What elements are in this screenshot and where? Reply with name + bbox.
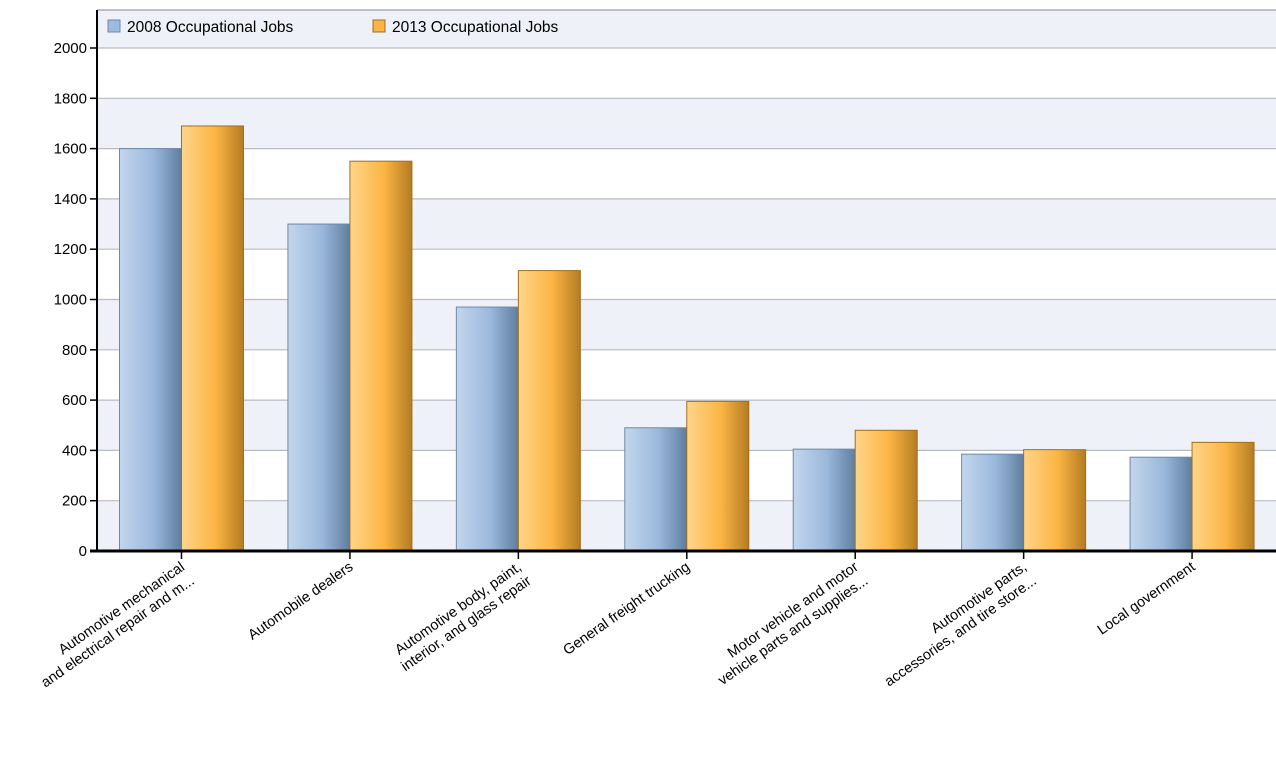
- bars: [119, 125, 1255, 552]
- x-category-label-line: General freight trucking: [560, 559, 693, 659]
- grid-band: [97, 48, 1276, 99]
- legend-label: 2008 Occupational Jobs: [127, 19, 294, 36]
- bar-2008: [119, 148, 182, 552]
- bar-2013: [1191, 441, 1255, 552]
- bar-2013: [517, 270, 581, 552]
- x-category-label: Local government: [1095, 559, 1199, 638]
- bar-2008: [287, 223, 351, 552]
- legend-swatch: [372, 19, 386, 33]
- x-category-label-line: Automotive mechanical: [56, 559, 188, 658]
- y-tick-label: 1200: [54, 241, 87, 258]
- x-category-label-line: vehicle parts and supplies...: [716, 573, 872, 689]
- x-category-label-line: and electrical repair and m...: [39, 573, 198, 691]
- x-category-label-line: accessories, and tire store...: [882, 573, 1040, 690]
- y-axis-tick-labels: 0 200 400 600 800 1000 1200 1400 1600 1800 2000: [54, 40, 87, 560]
- axes: [90, 10, 1276, 559]
- y-tick-label: 200: [62, 493, 87, 510]
- grid-band: [97, 299, 1276, 350]
- x-category-label-line: interior, and glass repair: [398, 573, 534, 675]
- x-category-label-line: Automotive body, paint,: [392, 559, 524, 658]
- legend-label: 2013 Occupational Jobs: [392, 19, 559, 36]
- x-category-label-line: Automobile dealers: [245, 559, 356, 643]
- bar-2008: [455, 306, 519, 552]
- bar-2008: [792, 448, 856, 552]
- bar-2008: [1129, 456, 1193, 552]
- bar-2013: [1023, 449, 1087, 552]
- bar-2008: [961, 453, 1025, 552]
- bar-2013: [686, 400, 750, 552]
- legend-band: [97, 10, 1276, 48]
- grid-band: [97, 98, 1276, 149]
- y-tick-label: 1800: [54, 90, 87, 107]
- x-category-label: Automobile dealers: [245, 559, 356, 643]
- y-tick-label: 1600: [54, 141, 87, 158]
- grid-band: [97, 349, 1276, 401]
- bar-2013: [854, 429, 918, 552]
- y-tick-label: 1000: [54, 292, 87, 309]
- y-tick-label: 600: [62, 392, 87, 409]
- y-tick-label: 0: [79, 543, 87, 560]
- y-tick-label: 2000: [54, 40, 87, 57]
- bar-2008: [624, 427, 688, 552]
- x-category-label: Automotive parts,accessories, and tire s…: [882, 559, 1040, 690]
- bar-2013: [181, 125, 244, 552]
- x-category-label-line: Motor vehicle and motor: [725, 559, 862, 661]
- legend-swatch: [107, 19, 121, 33]
- y-tick-label: 1400: [54, 191, 87, 208]
- x-category-label: Automotive body, paint,interior, and gla…: [392, 559, 534, 675]
- y-tick-label: 400: [62, 442, 87, 459]
- grid-band: [97, 249, 1276, 300]
- y-tick-label: 800: [62, 342, 87, 359]
- x-category-label-line: Local government: [1095, 559, 1199, 638]
- grid-band: [97, 198, 1276, 250]
- bar-2013: [349, 160, 413, 552]
- grid-band: [97, 148, 1276, 199]
- legend: 2008 Occupational Jobs 2013 Occupational …: [107, 19, 559, 36]
- x-category-label: General freight trucking: [560, 559, 693, 659]
